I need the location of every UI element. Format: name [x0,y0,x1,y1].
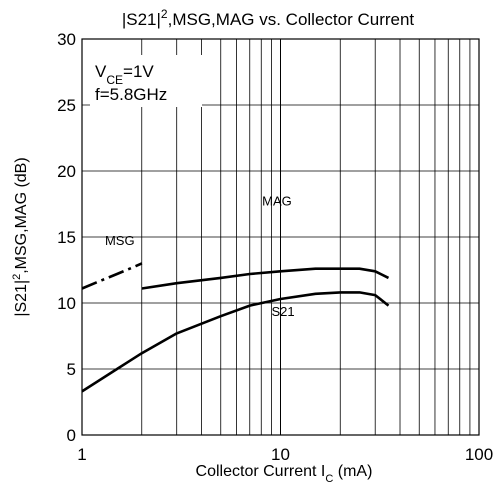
series-layer [81,262,390,393]
y-tick-label: 25 [57,96,76,115]
plot-frame [81,38,480,436]
y-tick-label: 20 [57,162,76,181]
y-tick-label: 0 [67,426,76,445]
series-s21-line [81,291,390,393]
annotations: MSG MAG S21 [105,193,295,319]
vce-condition: VCE=1V [95,62,154,87]
frequency-condition: f=5.8GHz [95,85,167,104]
x-axis-label: Collector Current IC (mA) [196,463,373,485]
conditions-box [90,55,202,107]
x-tick-label: 100 [465,445,493,464]
y-axis-label: |S21|2,MSG,MAG (dB) [11,157,30,316]
y-tick-label: 15 [57,228,76,247]
y-tick-label: 5 [67,360,76,379]
series-mag-line [141,267,390,290]
annotation-msg: MSG [105,233,135,248]
series-msg-line [81,262,143,290]
annotation-mag: MAG [262,193,292,208]
x-tick-labels: 1 10 100 [77,445,493,464]
x-tick-label: 10 [271,445,290,464]
x-tick-label: 1 [77,445,86,464]
annotation-s21: S21 [271,304,294,319]
y-tick-label: 10 [57,294,76,313]
y-tick-label: 30 [57,30,76,49]
chart-title: |S21|2,MSG,MAG vs. Collector Current [122,7,415,29]
y-tick-labels: 0 5 10 15 20 25 30 [57,30,76,445]
